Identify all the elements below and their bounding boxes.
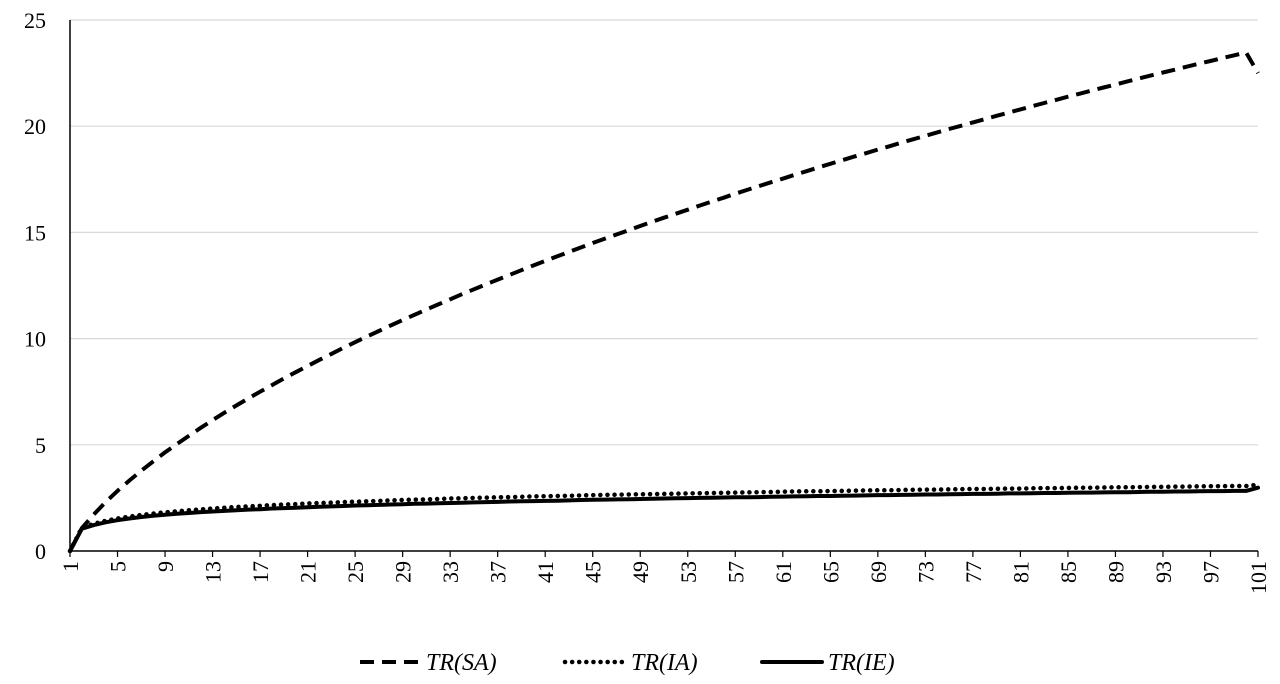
x-tick-label: 29 xyxy=(391,561,416,583)
x-tick-label: 89 xyxy=(1103,561,1128,583)
y-tick-label: 20 xyxy=(24,114,46,139)
x-tick-label: 69 xyxy=(866,561,891,583)
legend-label: TR(IE) xyxy=(828,650,895,676)
x-tick-label: 73 xyxy=(913,561,938,583)
x-tick-label: 37 xyxy=(486,561,511,583)
x-axis-ticks: 1 5 9 13 17 21 25 29 33 37 41 45 49 53 57 61 65 69 73 77 81 8… xyxy=(58,551,1271,594)
x-tick-label: 1 xyxy=(58,561,83,572)
x-tick-label: 61 xyxy=(771,561,796,583)
y-tick-label: 5 xyxy=(35,433,46,458)
x-tick-label: 49 xyxy=(628,561,653,583)
x-tick-label: 9 xyxy=(153,561,178,572)
legend: TR(SA) TR(IA) TR(IE) xyxy=(360,650,895,676)
x-tick-label: 81 xyxy=(1008,561,1033,583)
y-tick-label: 0 xyxy=(35,539,46,564)
x-tick-label: 33 xyxy=(438,561,463,583)
gridlines xyxy=(70,19,1258,446)
x-tick-label: 77 xyxy=(961,561,986,583)
x-tick-label: 97 xyxy=(1198,561,1223,583)
x-tick-label: 101 xyxy=(1246,561,1271,594)
legend-label: TR(SA) xyxy=(426,650,497,676)
y-tick-label: 10 xyxy=(24,327,46,352)
series-lines xyxy=(67,50,1261,554)
series-line-tr-ia xyxy=(67,482,1261,554)
x-tick-label: 17 xyxy=(248,561,273,583)
x-tick-label: 85 xyxy=(1056,561,1081,583)
x-tick-label: 93 xyxy=(1151,561,1176,583)
x-tick-label: 57 xyxy=(723,561,748,583)
x-tick-label: 25 xyxy=(343,561,368,583)
x-tick-label: 13 xyxy=(201,561,226,583)
legend-label: TR(IA) xyxy=(631,650,698,676)
axes xyxy=(69,20,1258,552)
x-tick-label: 45 xyxy=(581,561,606,583)
series-line-tr-ie xyxy=(68,485,1260,553)
x-tick-label: 21 xyxy=(296,561,321,583)
y-axis-ticks: 0 5 10 15 20 25 xyxy=(24,8,46,564)
y-tick-label: 25 xyxy=(24,8,46,33)
x-tick-label: 41 xyxy=(533,561,558,583)
x-tick-label: 65 xyxy=(818,561,843,583)
x-tick-label: 5 xyxy=(106,561,131,572)
x-tick-label: 53 xyxy=(676,561,701,583)
y-tick-label: 15 xyxy=(24,220,46,245)
series-line-tr-sa xyxy=(68,50,1260,552)
